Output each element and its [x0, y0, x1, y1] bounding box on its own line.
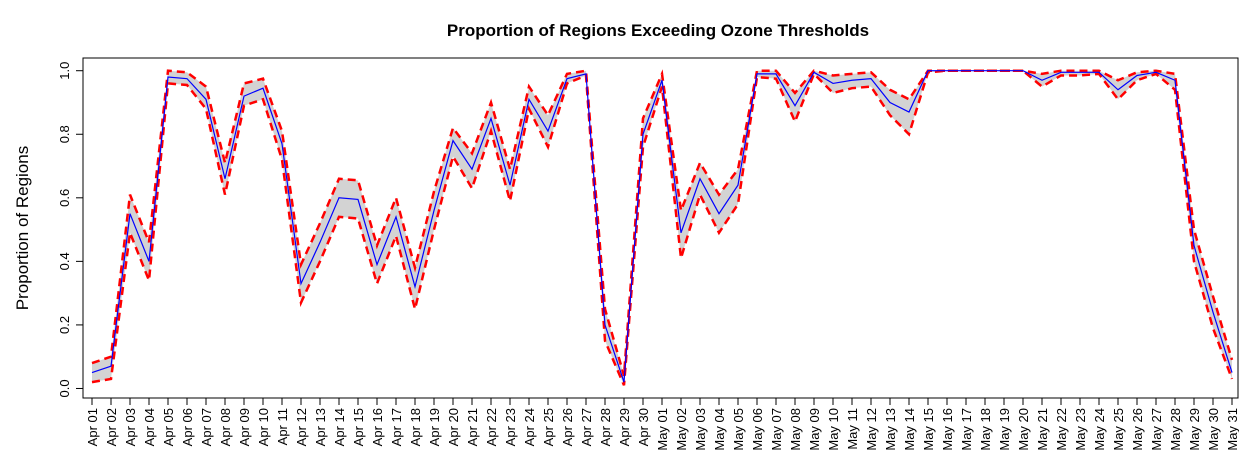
x-tick-label: May 18 — [978, 408, 993, 451]
x-tick-label: May 13 — [883, 408, 898, 451]
x-tick-label: May 08 — [788, 408, 803, 451]
x-tick-label: Apr 18 — [408, 408, 423, 446]
x-tick-label: May 28 — [1168, 408, 1183, 451]
x-tick-label: Apr 20 — [446, 408, 461, 446]
x-tick-label: Apr 10 — [256, 408, 271, 446]
x-tick-label: May 30 — [1206, 408, 1221, 451]
x-tick-label: May 17 — [959, 408, 974, 451]
x-tick-label: May 09 — [807, 408, 822, 451]
x-tick-label: Apr 19 — [427, 408, 442, 446]
x-tick-label: Apr 21 — [465, 408, 480, 446]
x-tick-label: May 04 — [712, 408, 727, 451]
x-tick-label: Apr 07 — [199, 408, 214, 446]
x-tick-label: Apr 12 — [294, 408, 309, 446]
x-tick-label: May 24 — [1092, 408, 1107, 451]
y-tick-label: 0.0 — [57, 379, 72, 397]
lower-bound — [91, 69, 1234, 386]
x-tick-label: May 15 — [921, 408, 936, 451]
x-tick-label: Apr 16 — [370, 408, 385, 446]
x-tick-label: Apr 01 — [85, 408, 100, 446]
x-tick-label: Apr 03 — [123, 408, 138, 446]
x-tick-label: May 22 — [1054, 408, 1069, 451]
x-tick-label: May 03 — [693, 408, 708, 451]
chart-title: Proportion of Regions Exceeding Ozone Th… — [447, 21, 869, 40]
x-tick-label: May 02 — [674, 408, 689, 451]
confidence-band — [92, 70, 1232, 386]
x-tick-label: Apr 23 — [503, 408, 518, 446]
x-tick-label: Apr 15 — [351, 408, 366, 446]
y-tick-label: 1.0 — [57, 62, 72, 80]
upper-bound — [91, 69, 1234, 377]
x-tick-label: May 07 — [769, 408, 784, 451]
x-tick-label: May 20 — [1016, 408, 1031, 451]
x-tick-label: May 25 — [1111, 408, 1126, 451]
x-tick-label: May 23 — [1073, 408, 1088, 451]
x-tick-label: May 19 — [997, 408, 1012, 451]
y-tick-label: 0.6 — [57, 189, 72, 207]
x-tick-label: Apr 29 — [617, 408, 632, 446]
x-tick-label: May 14 — [902, 408, 917, 451]
y-tick-label: 0.2 — [57, 316, 72, 334]
x-tick-label: Apr 24 — [522, 408, 537, 446]
x-tick-label: May 06 — [750, 408, 765, 451]
x-tick-label: Apr 05 — [161, 408, 176, 446]
x-tick-label: Apr 14 — [332, 408, 347, 446]
x-tick-label: May 29 — [1187, 408, 1202, 451]
mean-line — [91, 70, 1233, 383]
x-tick-label: Apr 26 — [560, 408, 575, 446]
x-tick-label: May 11 — [845, 408, 860, 450]
plot-frame — [82, 57, 1239, 399]
x-tick-label: May 27 — [1149, 408, 1164, 451]
x-tick-label: Apr 04 — [142, 408, 157, 446]
x-tick-label: Apr 13 — [313, 408, 328, 446]
x-tick-label: Apr 09 — [237, 408, 252, 446]
x-tick-label: Apr 02 — [104, 408, 119, 446]
x-tick-label: Apr 27 — [579, 408, 594, 446]
x-tick-label: May 31 — [1225, 408, 1239, 451]
y-tick-label: 0.4 — [57, 252, 72, 270]
x-tick-label: May 21 — [1035, 408, 1050, 451]
x-tick-label: Apr 08 — [218, 408, 233, 446]
x-tick-label: Apr 22 — [484, 408, 499, 446]
x-tick-label: Apr 28 — [598, 408, 613, 446]
x-tick-label: May 26 — [1130, 408, 1145, 451]
x-tick-label: May 12 — [864, 408, 879, 451]
y-axis-label: Proportion of Regions — [13, 146, 32, 310]
x-tick-label: Apr 06 — [180, 408, 195, 446]
x-tick-label: May 10 — [826, 408, 841, 451]
y-tick-label: 0.8 — [57, 125, 72, 143]
x-tick-label: Apr 30 — [636, 408, 651, 446]
x-tick-label: Apr 17 — [389, 408, 404, 446]
x-tick-label: May 16 — [940, 408, 955, 451]
x-tick-label: Apr 11 — [275, 408, 290, 445]
x-tick-label: May 01 — [655, 408, 670, 451]
x-tick-label: May 05 — [731, 408, 746, 451]
x-tick-label: Apr 25 — [541, 408, 556, 446]
